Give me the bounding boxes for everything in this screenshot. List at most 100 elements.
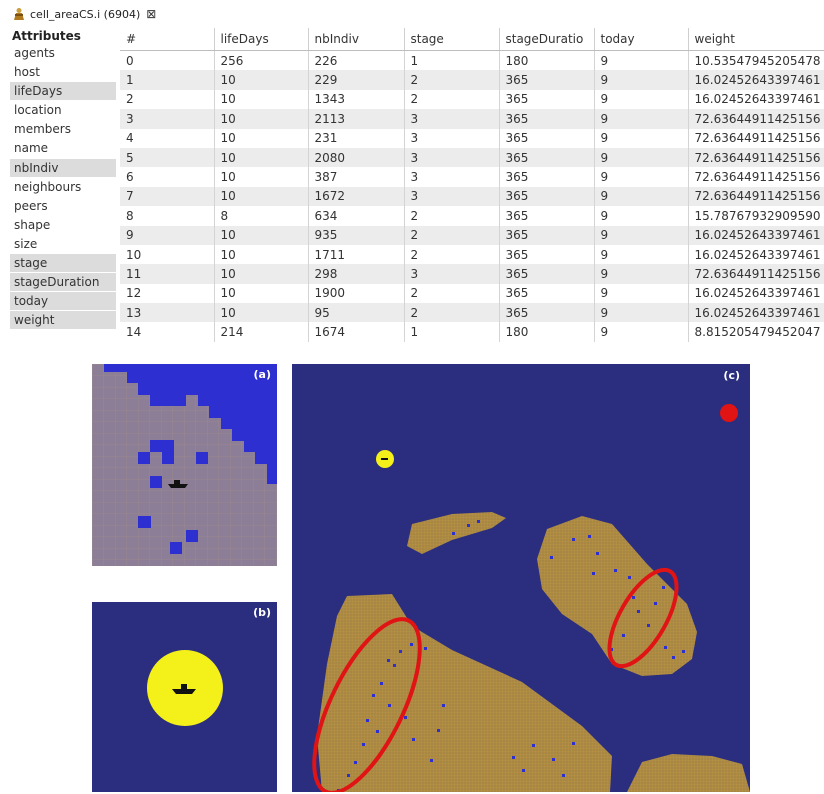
table-cell: 3 bbox=[404, 128, 500, 148]
attribute-item-host[interactable]: host bbox=[10, 63, 116, 83]
table-cell: 3 bbox=[404, 109, 500, 129]
table-cell: 365 bbox=[499, 283, 595, 304]
attribute-item-location[interactable]: location bbox=[10, 101, 116, 121]
table-cell: 2 bbox=[404, 225, 500, 245]
table-row[interactable]: 2 10 1343 2 365 9 16.02452643397461 bbox=[120, 89, 824, 110]
column-header[interactable]: nbIndiv bbox=[308, 28, 405, 51]
attribute-item-peers[interactable]: peers bbox=[10, 197, 116, 216]
panel-c-map-view[interactable]: (c) bbox=[292, 364, 750, 792]
close-icon[interactable]: ⊠ bbox=[146, 7, 157, 21]
table-cell: 8 bbox=[120, 206, 215, 226]
table-cell: 16.02452643397461 bbox=[688, 89, 824, 110]
table-cell: 72.63644911425156 bbox=[688, 167, 824, 187]
table-cell: 3 bbox=[404, 186, 500, 207]
column-header[interactable]: stage bbox=[404, 28, 500, 51]
attribute-item-name[interactable]: name bbox=[10, 139, 116, 159]
table-cell: 365 bbox=[499, 303, 595, 323]
column-header[interactable]: weight bbox=[688, 28, 824, 51]
table-cell: 9 bbox=[594, 303, 689, 323]
table-row[interactable]: 4 10 231 3 365 9 72.63644911425156 bbox=[120, 128, 824, 148]
table-cell: 9 bbox=[120, 225, 215, 245]
table-cell: 72.63644911425156 bbox=[688, 128, 824, 148]
column-header[interactable]: stageDuratio bbox=[499, 28, 595, 51]
table-cell: 9 bbox=[594, 128, 689, 148]
attribute-item-neighbours[interactable]: neighbours bbox=[10, 178, 116, 197]
table-cell: 935 bbox=[308, 225, 405, 245]
attribute-item-lifedays[interactable]: lifeDays bbox=[10, 82, 116, 102]
table-row[interactable]: 6 10 387 3 365 9 72.63644911425156 bbox=[120, 167, 824, 187]
table-cell: 365 bbox=[499, 147, 595, 168]
attribute-item-nbindiv[interactable]: nbIndiv bbox=[10, 158, 116, 178]
table-row[interactable]: 11 10 298 3 365 9 72.63644911425156 bbox=[120, 264, 824, 284]
table-cell: 3 bbox=[120, 109, 215, 129]
table-row[interactable]: 1 10 229 2 365 9 16.02452643397461 bbox=[120, 70, 824, 90]
attribute-item-size[interactable]: size bbox=[10, 235, 116, 255]
table-cell: 9 bbox=[594, 70, 689, 90]
panel-a-grid-view[interactable]: (a) bbox=[92, 364, 277, 566]
table-row[interactable]: 14 214 1674 1 180 9 8.815205479452047 bbox=[120, 322, 824, 342]
table-cell: 10 bbox=[214, 283, 309, 304]
table-cell: 298 bbox=[308, 264, 405, 284]
panel-c-label: (c) bbox=[723, 369, 740, 382]
table-cell: 365 bbox=[499, 109, 595, 129]
attribute-item-stageduration[interactable]: stageDuration bbox=[10, 273, 116, 293]
table-cell: 10 bbox=[214, 70, 309, 90]
table-cell: 10 bbox=[214, 109, 309, 129]
table-row[interactable]: 10 10 1711 2 365 9 16.02452643397461 bbox=[120, 244, 824, 265]
attribute-item-today[interactable]: today bbox=[10, 292, 116, 312]
table-cell: 1 bbox=[404, 322, 500, 342]
table-cell: 1711 bbox=[308, 244, 405, 265]
column-header[interactable]: lifeDays bbox=[214, 28, 309, 51]
table-cell: 9 bbox=[594, 283, 689, 304]
table-cell: 634 bbox=[308, 206, 405, 226]
table-cell: 2080 bbox=[308, 147, 405, 168]
table-cell: 15.78767932909590 bbox=[688, 206, 824, 226]
table-cell: 9 bbox=[594, 186, 689, 207]
table-cell: 72.63644911425156 bbox=[688, 186, 824, 207]
table-cell: 8 bbox=[214, 206, 309, 226]
table-cell: 7 bbox=[120, 186, 215, 207]
view-tab[interactable]: cell_areaCS.i (6904) ⊠ bbox=[0, 6, 156, 22]
table-cell: 180 bbox=[499, 322, 595, 342]
table-row[interactable]: 7 10 1672 3 365 9 72.63644911425156 bbox=[120, 186, 824, 207]
attribute-item-weight[interactable]: weight bbox=[10, 311, 116, 331]
attributes-panel: Attributes agents host lifeDays location mem… bbox=[10, 28, 116, 331]
table-cell: 9 bbox=[594, 50, 689, 71]
table-cell: 10 bbox=[214, 167, 309, 187]
map-canvas bbox=[312, 404, 750, 792]
table-header-row: # lifeDays nbIndiv stage stageDuratio today we… bbox=[120, 28, 824, 51]
table-cell: 229 bbox=[308, 70, 405, 90]
table-cell: 13 bbox=[120, 303, 215, 323]
table-cell: 9 bbox=[594, 322, 689, 342]
table-row[interactable]: 0 256 226 1 180 9 10.53547945205478 bbox=[120, 50, 824, 71]
table-row[interactable]: 8 8 634 2 365 9 15.78767932909590 bbox=[120, 206, 824, 226]
table-row[interactable]: 9 10 935 2 365 9 16.02452643397461 bbox=[120, 225, 824, 245]
table-cell: 10 bbox=[214, 244, 309, 265]
table-cell: 9 bbox=[594, 147, 689, 168]
table-cell: 3 bbox=[404, 264, 500, 284]
table-cell: 10 bbox=[214, 225, 309, 245]
table-cell: 180 bbox=[499, 50, 595, 71]
attributes-list: agents host lifeDays location members name nbI… bbox=[10, 44, 116, 331]
table-row[interactable]: 13 10 95 2 365 9 16.02452643397461 bbox=[120, 303, 824, 323]
table-cell: 10 bbox=[214, 128, 309, 148]
table-cell: 2 bbox=[404, 206, 500, 226]
table-cell: 9 bbox=[594, 206, 689, 226]
agent-icon bbox=[14, 8, 24, 20]
table-row[interactable]: 12 10 1900 2 365 9 16.02452643397461 bbox=[120, 283, 824, 304]
attribute-item-stage[interactable]: stage bbox=[10, 254, 116, 274]
attribute-item-agents[interactable]: agents bbox=[10, 44, 116, 64]
column-header[interactable]: # bbox=[120, 28, 215, 51]
table-cell: 95 bbox=[308, 303, 405, 323]
panel-b-boat-view[interactable]: (b) bbox=[92, 602, 277, 792]
column-header[interactable]: today bbox=[594, 28, 689, 51]
attribute-item-shape[interactable]: shape bbox=[10, 216, 116, 235]
attribute-item-members[interactable]: members bbox=[10, 120, 116, 140]
panel-b-label: (b) bbox=[253, 606, 271, 619]
table-row[interactable]: 3 10 2113 3 365 9 72.63644911425156 bbox=[120, 109, 824, 129]
view-title: cell_areaCS.i (6904) bbox=[30, 7, 141, 21]
boat-icon bbox=[172, 684, 196, 694]
table-cell: 1900 bbox=[308, 283, 405, 304]
table-row[interactable]: 5 10 2080 3 365 9 72.63644911425156 bbox=[120, 147, 824, 168]
table-cell: 9 bbox=[594, 264, 689, 284]
